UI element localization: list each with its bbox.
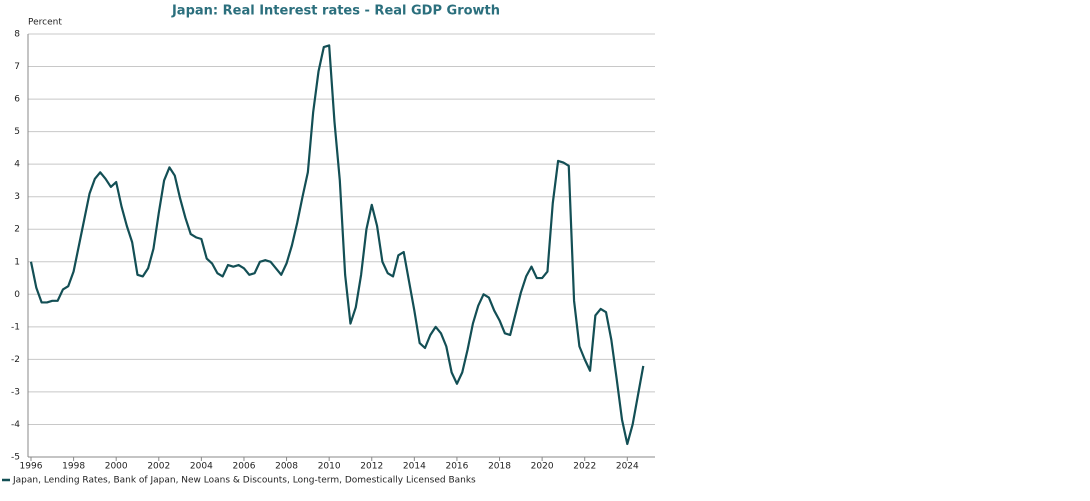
y-tick-label: 0: [14, 290, 20, 300]
x-tick-label: 2000: [105, 462, 128, 472]
y-tick-label: -1: [11, 322, 20, 332]
chart-title: Japan: Real Interest rates - Real GDP Gr…: [171, 4, 500, 19]
x-tick-label: 2012: [360, 462, 383, 472]
y-tick-label: 8: [14, 30, 20, 40]
x-tick-label: 1996: [20, 462, 43, 472]
y-tick-label: 6: [14, 95, 20, 105]
y-tick-label: 5: [14, 127, 20, 137]
y-tick-label: -3: [11, 387, 20, 397]
y-tick-label: 2: [14, 225, 20, 235]
y-tick-label: -2: [11, 355, 20, 365]
x-tick-label: 2006: [233, 462, 256, 472]
y-tick-label: -5: [11, 453, 20, 463]
x-tick-label: 2010: [318, 462, 341, 472]
x-tick-label: 1998: [62, 462, 85, 472]
x-tick-label: 2016: [445, 462, 468, 472]
data-line: [29, 44, 645, 446]
x-tick-label: 2004: [190, 462, 213, 472]
legend-label: Japan, Lending Rates, Bank of Japan, New…: [12, 476, 476, 486]
y-tick-label: 7: [14, 62, 20, 72]
x-tick-label: 2002: [147, 462, 170, 472]
y-tick-label: 4: [14, 160, 20, 170]
y-tick-label: 1: [14, 257, 20, 267]
y-tick-label: -4: [11, 420, 20, 430]
x-tick-label: 2008: [275, 462, 298, 472]
y-axis-label: Percent: [28, 18, 62, 28]
x-tick-label: 2014: [403, 462, 426, 472]
x-tick-label: 2024: [616, 462, 639, 472]
x-tick-label: 2018: [488, 462, 511, 472]
x-tick-label: 2022: [573, 462, 596, 472]
y-tick-label: 3: [14, 192, 20, 202]
x-tick-label: 2020: [531, 462, 554, 472]
